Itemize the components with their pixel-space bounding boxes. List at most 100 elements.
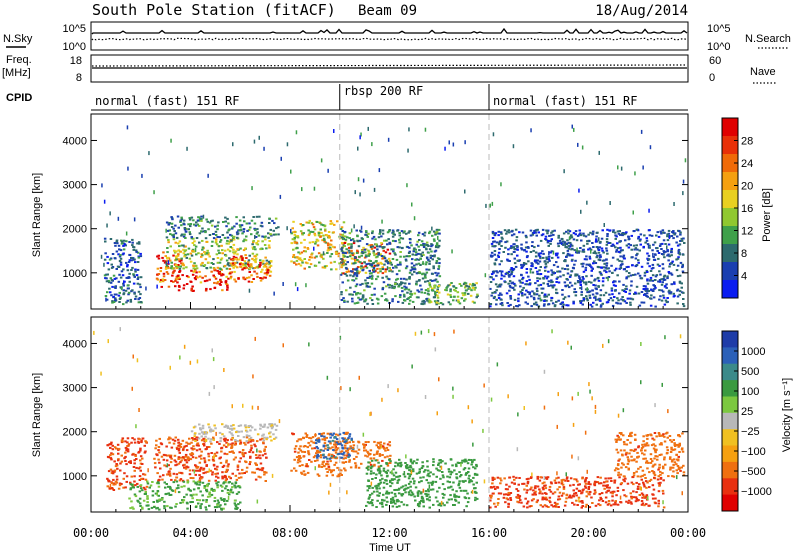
data-pixel — [464, 497, 467, 500]
data-pixel — [163, 500, 166, 503]
data-pixel — [161, 256, 164, 259]
data-pixel — [216, 269, 219, 272]
data-pixel — [457, 496, 461, 498]
data-pixel — [266, 269, 270, 272]
data-pixel — [368, 269, 371, 272]
data-pixel — [416, 491, 420, 494]
colorbar-swatch — [722, 244, 738, 263]
data-pixel — [398, 234, 401, 237]
data-pixel — [603, 262, 606, 265]
data-pixel — [308, 241, 312, 244]
data-pixel — [213, 276, 216, 278]
data-pixel — [534, 251, 538, 254]
data-pixel — [307, 229, 310, 232]
data-pixel — [680, 286, 683, 289]
data-pixel — [310, 256, 313, 259]
data-pixel — [129, 462, 132, 464]
data-pixel — [134, 484, 137, 487]
data-pixel — [543, 303, 546, 306]
data-pixel — [292, 256, 295, 258]
data-pixel — [396, 498, 399, 501]
data-pixel — [346, 447, 349, 450]
data-pixel — [557, 281, 561, 284]
data-pixel — [590, 305, 594, 308]
data-pixel — [381, 232, 385, 235]
data-pixel — [537, 231, 540, 234]
data-pixel — [340, 452, 343, 455]
data-pixel — [129, 300, 133, 303]
data-pixel — [215, 253, 219, 256]
data-pixel — [668, 265, 671, 268]
data-pixel — [432, 473, 435, 476]
data-pixel — [516, 259, 519, 262]
data-pixel — [181, 501, 185, 504]
data-pixel — [122, 239, 126, 242]
data-pixel — [198, 232, 202, 235]
data-pixel — [424, 280, 427, 283]
data-pixel — [105, 280, 109, 283]
data-pixel — [618, 476, 621, 479]
data-pixel — [221, 289, 224, 292]
data-pixel — [397, 300, 400, 303]
data-pixel — [227, 277, 230, 280]
data-pixel — [675, 269, 679, 272]
data-pixel — [446, 475, 449, 478]
data-pixel — [331, 245, 335, 248]
data-pixel — [169, 259, 172, 262]
data-pixel — [377, 236, 381, 239]
data-pixel — [622, 255, 625, 258]
data-pixel — [476, 293, 479, 296]
data-pixel — [513, 243, 516, 246]
data-pixel — [587, 488, 590, 490]
data-pixel — [465, 289, 468, 292]
data-pixel — [205, 218, 208, 221]
data-pixel — [401, 281, 404, 284]
data-pixel — [678, 274, 682, 277]
data-pixel — [443, 504, 446, 507]
data-pixel — [529, 488, 532, 491]
data-pixel — [607, 276, 611, 278]
data-pixel — [116, 443, 120, 446]
data-pixel — [336, 466, 339, 469]
data-pixel — [135, 250, 138, 253]
data-pixel — [385, 239, 388, 242]
data-pixel — [204, 275, 207, 278]
data-pixel — [164, 255, 167, 258]
data-pixel — [120, 270, 124, 273]
data-pixel — [498, 248, 501, 250]
data-pixel — [170, 478, 173, 481]
data-pixel — [109, 277, 113, 280]
data-pixel — [162, 259, 165, 262]
data-pixel — [183, 255, 186, 258]
data-pixel — [329, 442, 332, 445]
data-pixel — [631, 264, 634, 267]
data-pixel — [219, 278, 222, 281]
data-pixel — [572, 300, 575, 303]
data-pixel — [381, 246, 384, 249]
data-pixel — [599, 289, 603, 292]
data-pixel — [165, 264, 169, 267]
data-pixel — [370, 502, 374, 504]
data-pixel — [217, 245, 221, 248]
data-pixel — [143, 451, 147, 454]
data-pixel — [470, 289, 473, 292]
data-pixel — [420, 491, 423, 494]
data-pixel — [417, 279, 421, 282]
data-pixel — [369, 297, 372, 300]
data-pixel — [422, 242, 425, 245]
data-pixel — [586, 200, 588, 205]
data-pixel — [157, 494, 160, 497]
data-pixel — [175, 236, 179, 239]
data-pixel — [677, 250, 679, 254]
data-pixel — [105, 298, 109, 301]
data-pixel — [670, 249, 673, 252]
data-pixel — [528, 283, 531, 286]
data-pixel — [115, 447, 118, 450]
data-pixel — [259, 261, 262, 264]
data-pixel — [297, 438, 301, 441]
data-pixel — [139, 301, 143, 303]
data-pixel — [175, 446, 179, 449]
data-pixel — [172, 234, 175, 237]
data-pixel — [527, 477, 530, 480]
data-pixel — [356, 452, 360, 455]
